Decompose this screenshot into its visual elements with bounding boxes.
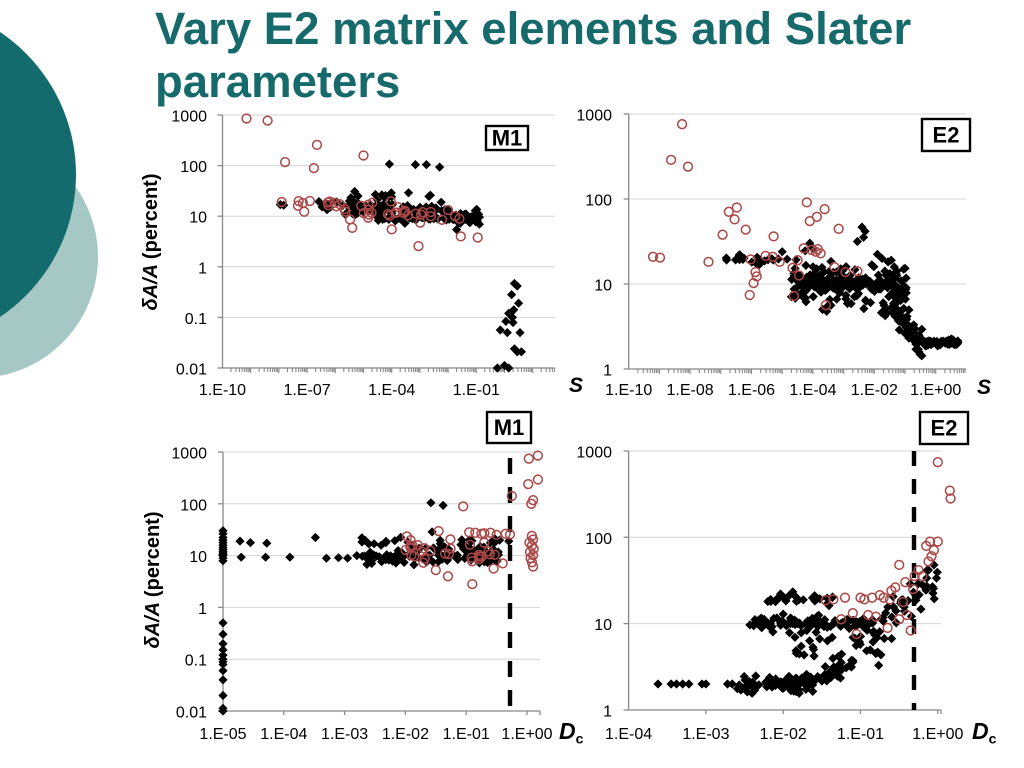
svg-text:1000: 1000 xyxy=(576,108,612,125)
svg-text:1.E-02: 1.E-02 xyxy=(851,382,898,399)
svg-text:1000: 1000 xyxy=(171,446,207,463)
svg-text:1.E+00: 1.E+00 xyxy=(501,726,552,743)
svg-text:10: 10 xyxy=(594,278,612,295)
svg-text:1.E-04: 1.E-04 xyxy=(605,726,652,743)
svg-text:100: 100 xyxy=(180,159,207,176)
svg-text:E2: E2 xyxy=(931,416,958,441)
svg-text:δA/A (percent): δA/A (percent) xyxy=(140,173,162,310)
svg-text:1: 1 xyxy=(198,601,207,618)
svg-text:1.E-04: 1.E-04 xyxy=(789,382,836,399)
svg-text:0.01: 0.01 xyxy=(176,705,207,722)
svg-text:1.E-02: 1.E-02 xyxy=(760,726,807,743)
svg-text:Dc: Dc xyxy=(972,718,997,747)
svg-text:100: 100 xyxy=(585,193,612,210)
svg-text:1: 1 xyxy=(603,703,612,720)
svg-text:1.E-03: 1.E-03 xyxy=(321,726,368,743)
svg-text:10: 10 xyxy=(594,617,612,634)
svg-text:1.E-08: 1.E-08 xyxy=(667,382,714,399)
svg-text:1: 1 xyxy=(603,363,612,380)
svg-text:0.1: 0.1 xyxy=(185,311,207,328)
svg-text:S: S xyxy=(569,374,583,397)
svg-text:M1: M1 xyxy=(492,126,523,151)
svg-text:1: 1 xyxy=(198,260,207,277)
svg-text:1000: 1000 xyxy=(171,109,207,126)
svg-text:100: 100 xyxy=(180,497,207,514)
svg-text:Dc: Dc xyxy=(559,718,584,747)
svg-text:1.E-01: 1.E-01 xyxy=(453,382,500,399)
svg-text:1.E+00: 1.E+00 xyxy=(910,382,961,399)
svg-text:1.E-02: 1.E-02 xyxy=(382,726,429,743)
svg-text:0.1: 0.1 xyxy=(185,653,207,670)
svg-text:S: S xyxy=(977,376,991,399)
svg-text:1.E-06: 1.E-06 xyxy=(728,382,775,399)
svg-text:1.E-10: 1.E-10 xyxy=(199,382,246,399)
svg-text:1.E+00: 1.E+00 xyxy=(912,726,963,743)
svg-text:E2: E2 xyxy=(933,123,960,148)
svg-text:1.E-04: 1.E-04 xyxy=(260,726,307,743)
svg-text:10: 10 xyxy=(189,549,207,566)
svg-text:1.E-01: 1.E-01 xyxy=(837,726,884,743)
svg-text:1.E-07: 1.E-07 xyxy=(284,382,331,399)
svg-text:1.E-05: 1.E-05 xyxy=(199,726,246,743)
svg-text:1000: 1000 xyxy=(576,445,612,462)
svg-text:δA/A (percent): δA/A (percent) xyxy=(142,511,164,648)
svg-text:1.E-10: 1.E-10 xyxy=(605,382,652,399)
svg-text:1.E-04: 1.E-04 xyxy=(368,382,415,399)
svg-text:M1: M1 xyxy=(494,415,525,440)
svg-text:1.E-03: 1.E-03 xyxy=(682,726,729,743)
svg-text:10: 10 xyxy=(189,210,207,227)
svg-text:1.E-01: 1.E-01 xyxy=(443,726,490,743)
svg-text:0.01: 0.01 xyxy=(176,362,207,379)
svg-text:100: 100 xyxy=(585,531,612,548)
